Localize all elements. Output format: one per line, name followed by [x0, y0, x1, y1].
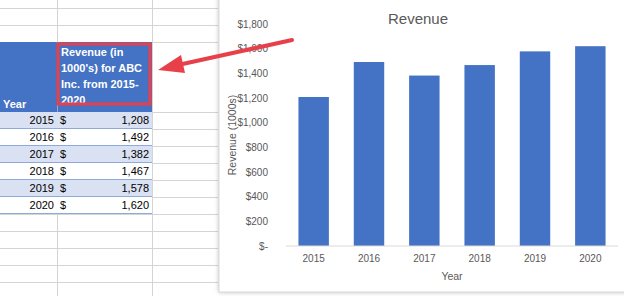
row-line [0, 25, 218, 26]
year-cell: 2019 [0, 180, 57, 197]
y-tick-label: $200 [246, 216, 269, 227]
bar [298, 97, 328, 246]
y-tick-label: $1,400 [237, 68, 268, 79]
bars [298, 46, 605, 246]
bar [520, 51, 550, 246]
y-tick-label: $600 [246, 167, 269, 178]
year-cell: 2018 [0, 163, 57, 180]
x-axis-line [286, 246, 618, 247]
row-line [0, 248, 218, 249]
bar [409, 76, 439, 246]
row-line [0, 231, 218, 232]
y-tick [283, 73, 286, 74]
y-tick-label: $1,200 [237, 93, 268, 104]
x-tick-label: 2016 [358, 253, 381, 264]
y-tick [283, 122, 286, 123]
y-tick [283, 98, 286, 99]
annotation [0, 0, 624, 296]
value-cell: 1,492 [90, 129, 149, 146]
highlight-box [58, 44, 150, 104]
x-tick-label: 2018 [469, 253, 492, 264]
col-line [152, 0, 153, 296]
header-cell: Year [0, 42, 57, 112]
value-cell: 1,467 [90, 163, 149, 180]
x-tick-label: 2019 [524, 253, 547, 264]
chart-title: Revenue [388, 10, 448, 27]
y-tick [283, 147, 286, 148]
y-tick-label: $1,800 [237, 19, 268, 30]
y-axis-title: Revenue (1000s) [226, 95, 238, 176]
year-cell: 2016 [0, 129, 57, 146]
x-axis-title: Year [441, 270, 463, 282]
y-tick-label: $400 [246, 191, 269, 202]
header-cell: Revenue (in 1000's) for ABC Inc. from 20… [57, 42, 152, 112]
y-tick [283, 24, 286, 25]
row-line [0, 265, 218, 266]
value-cell: 1,382 [90, 146, 149, 163]
y-tick [283, 172, 286, 173]
year-cell: 2020 [0, 197, 57, 214]
x-tick-label: 2015 [303, 253, 326, 264]
y-tick-label: $1,000 [237, 117, 268, 128]
value-cell: 1,208 [90, 112, 149, 129]
bar [575, 46, 605, 246]
y-tick [283, 246, 286, 247]
arrow-shaft [178, 40, 292, 65]
row-line [0, 282, 218, 283]
year-cell: 2015 [0, 112, 57, 129]
row-line [0, 8, 218, 9]
value-cell: 1,620 [90, 197, 149, 214]
y-tick-label: $800 [246, 142, 269, 153]
y-tick [283, 48, 286, 49]
row-line [0, 214, 218, 215]
bar [354, 62, 384, 246]
y-tick [283, 221, 286, 222]
bar [464, 65, 494, 246]
x-tick-label: 2017 [413, 253, 436, 264]
year-cell: 2017 [0, 146, 57, 163]
y-tick-label: $- [259, 241, 268, 252]
arrow-head [158, 55, 185, 73]
value-cell: 1,578 [90, 180, 149, 197]
y-tick [283, 196, 286, 197]
x-tick-label: 2020 [579, 253, 602, 264]
